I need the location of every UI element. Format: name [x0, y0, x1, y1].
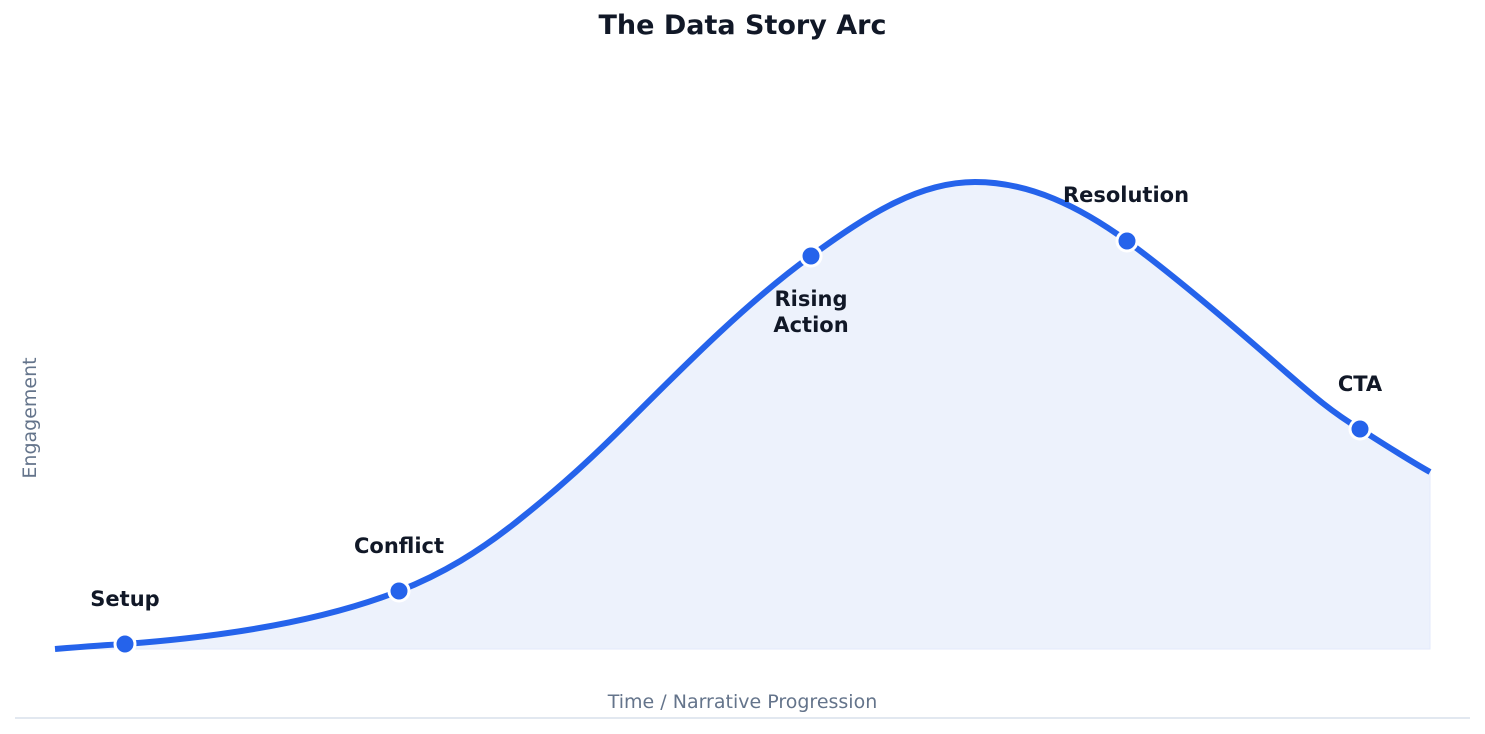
chart-title: The Data Story Arc [598, 10, 887, 41]
marker-conflict[interactable] [387, 579, 411, 603]
area-fill [54, 181, 1431, 650]
label-cta: CTA [1337, 372, 1383, 396]
x-axis-label: Time / Narrative Progression [607, 691, 878, 713]
label-resolution: Resolution [1062, 183, 1190, 207]
marker-rising-action[interactable] [799, 244, 823, 268]
label-rising-action: Rising Action [773, 287, 849, 337]
engagement-line [54, 178, 1432, 652]
bottom-divider [15, 717, 1470, 719]
marker-cta[interactable] [1348, 417, 1372, 441]
label-conflict: Conflict [353, 534, 445, 558]
y-axis-label: Engagement [19, 357, 41, 479]
marker-setup[interactable] [113, 632, 137, 656]
label-setup: Setup [90, 587, 160, 611]
marker-resolution[interactable] [1115, 229, 1139, 253]
